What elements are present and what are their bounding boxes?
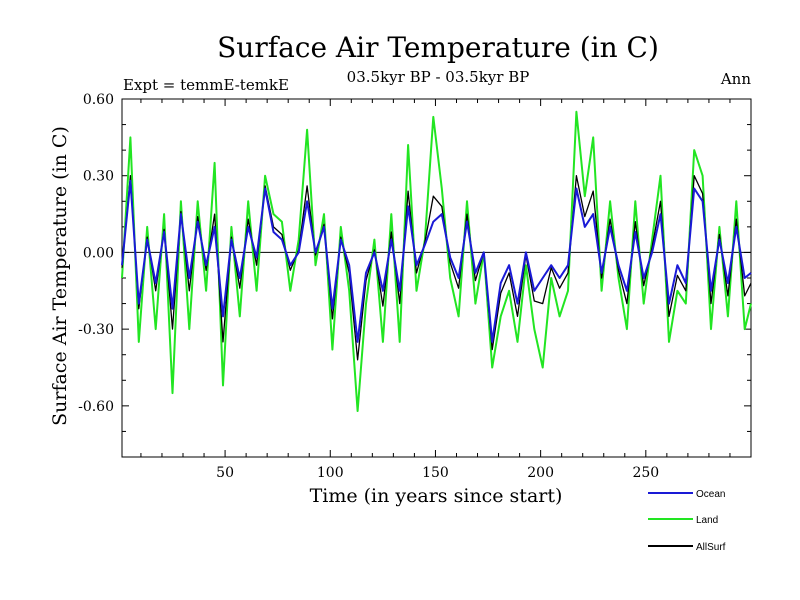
series-layer <box>121 110 752 412</box>
x-axis-label: Time (in years since start) <box>310 485 563 507</box>
legend-label-ocean: Ocean <box>696 489 725 500</box>
chart-title: Surface Air Temperature (in C) <box>217 31 659 64</box>
series-line-ocean <box>121 179 752 343</box>
x-tick-label: 250 <box>632 465 659 481</box>
y-tick-label: 0.60 <box>83 92 114 108</box>
experiment-label: Expt = temmE-temkE <box>123 76 289 94</box>
y-tick-label: 0.00 <box>83 245 114 261</box>
legend-label-land: Land <box>696 515 718 526</box>
x-tick-label: 50 <box>216 465 234 481</box>
y-tick-label: -0.60 <box>78 399 114 415</box>
x-tick-label: 150 <box>422 465 449 481</box>
series-line-land <box>121 110 752 412</box>
legend: Ocean Land AllSurf <box>648 489 726 553</box>
chart-subtitle: 03.5kyr BP - 03.5kyr BP <box>347 68 530 86</box>
x-tick-label: 200 <box>527 465 554 481</box>
y-tick-label: -0.30 <box>78 322 114 338</box>
legend-label-allsurf: AllSurf <box>696 542 726 553</box>
period-label: Ann <box>720 70 751 88</box>
y-tick-label: 0.30 <box>83 169 114 185</box>
x-tick-label: 100 <box>317 465 344 481</box>
y-axis-label: Surface Air Temperature (in C) <box>49 126 71 426</box>
ticks-layer: 0.60 0.30 0.00 -0.30 -0.60 50 100 150 200 250 <box>78 92 751 481</box>
